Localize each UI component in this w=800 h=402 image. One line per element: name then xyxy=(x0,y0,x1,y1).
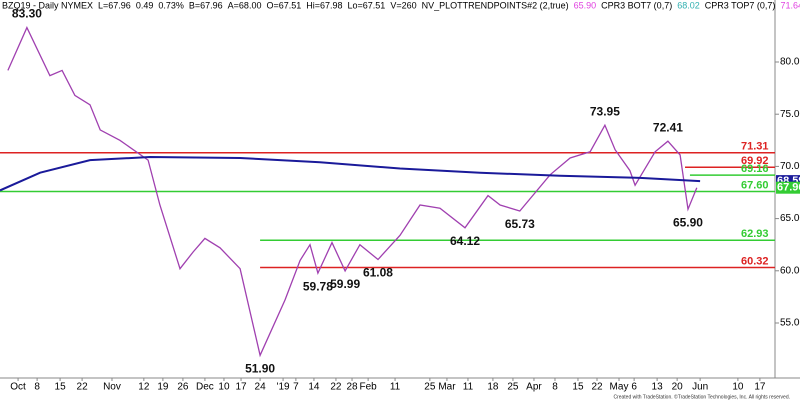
level-label: 71.31 xyxy=(741,141,769,153)
header-item: CPR3 BOT7 (0,7) xyxy=(601,0,672,10)
header-item: CPR3 TOP7 (0,7) xyxy=(705,0,776,10)
x-tick-label: 20 xyxy=(672,382,684,393)
x-tick-label: 13 xyxy=(652,382,664,393)
series-line xyxy=(7,26,698,358)
x-tick-label: Oct xyxy=(10,382,26,393)
x-tick-label: 15 xyxy=(55,382,67,393)
x-tick-label: Feb xyxy=(360,382,378,393)
x-tick-label: Apr xyxy=(526,382,542,393)
header-item: 0.49 xyxy=(136,0,154,10)
y-tick-label: 60.00 xyxy=(780,265,800,276)
x-tick-label: 10 xyxy=(218,382,230,393)
level-box xyxy=(776,181,800,194)
header-item: 71.64 xyxy=(780,0,800,10)
x-tick-label: 22 xyxy=(591,382,603,393)
x-tick-label: '19 xyxy=(277,382,290,393)
header-item: 68.02 xyxy=(677,0,700,10)
pivot-label: 51.90 xyxy=(245,362,275,376)
y-tick-label: 65.00 xyxy=(780,213,800,224)
x-tick-label: 19 xyxy=(157,382,169,393)
header-item: Lo=67.51 xyxy=(348,0,386,10)
pivot-label: 64.12 xyxy=(450,234,480,248)
x-tick-label: 17 xyxy=(754,382,766,393)
level-label: 60.32 xyxy=(741,255,769,267)
header-item: A=68.00 xyxy=(228,0,262,10)
pivot-label: 73.95 xyxy=(590,104,620,118)
footer: Created with TradeStation. ©TradeStation… xyxy=(613,393,790,400)
x-tick-label: 26 xyxy=(177,382,189,393)
pivot-label: 59.99 xyxy=(330,277,360,291)
x-tick-label: 6 xyxy=(631,382,637,393)
x-tick-label: 8 xyxy=(34,382,40,393)
x-tick-label: 18 xyxy=(487,382,499,393)
level-label: 69.92 xyxy=(741,155,769,167)
pivot-label: 65.90 xyxy=(673,215,703,229)
x-tick-label: Nov xyxy=(103,382,121,393)
header-item: B=67.96 xyxy=(189,0,223,10)
x-tick-label: 7 xyxy=(293,382,299,393)
header-item: BZQ19 - Daily NYMEX xyxy=(2,0,93,10)
level-label: 62.93 xyxy=(741,228,769,240)
pivot-label: 65.73 xyxy=(505,217,535,231)
y-tick-label: 70.00 xyxy=(780,161,800,172)
x-tick-label: 10 xyxy=(732,382,744,393)
y-tick-label: 55.00 xyxy=(780,318,800,329)
x-tick-label: May xyxy=(610,382,629,393)
x-tick-label: 25 xyxy=(424,382,436,393)
pivot-label: 61.08 xyxy=(363,266,393,280)
pivot-label: 83.30 xyxy=(12,7,42,21)
level-label: 67.96 xyxy=(777,182,800,194)
x-tick-label: 12 xyxy=(138,382,150,393)
header-item: V=260 xyxy=(390,0,416,10)
x-tick-label: 15 xyxy=(572,382,584,393)
y-tick-label: 80.00 xyxy=(780,57,800,68)
x-tick-label: 25 xyxy=(507,382,519,393)
x-tick-label: 22 xyxy=(77,382,89,393)
pivot-label: 59.78 xyxy=(303,279,333,293)
x-tick-label: 11 xyxy=(463,382,474,393)
header-item: 0.73% xyxy=(158,0,184,10)
header-item: Hi=67.98 xyxy=(306,0,342,10)
x-tick-label: Jun xyxy=(692,382,708,393)
series-line xyxy=(0,155,701,192)
x-tick-label: 22 xyxy=(330,382,342,393)
level-label: 67.60 xyxy=(741,179,769,191)
header-item: L=67.96 xyxy=(98,0,131,10)
x-tick-label: 11 xyxy=(390,382,401,393)
header-item: 65.90 xyxy=(574,0,597,10)
x-tick-label: 8 xyxy=(552,382,558,393)
x-tick-label: Mar xyxy=(438,382,456,393)
header-item: NV_PLOTTRENDPOINTS#2 (2,true) xyxy=(422,0,569,10)
pivot-label: 72.41 xyxy=(653,120,683,134)
x-tick-label: Dec xyxy=(196,382,214,393)
header-item: O=67.51 xyxy=(266,0,301,10)
x-tick-label: 17 xyxy=(235,382,247,393)
x-tick-label: 14 xyxy=(308,382,320,393)
level-label: 69.16 xyxy=(741,163,769,175)
y-tick-label: 75.00 xyxy=(780,109,800,120)
x-tick-label: 28 xyxy=(346,382,358,393)
x-tick-label: 24 xyxy=(255,382,267,393)
